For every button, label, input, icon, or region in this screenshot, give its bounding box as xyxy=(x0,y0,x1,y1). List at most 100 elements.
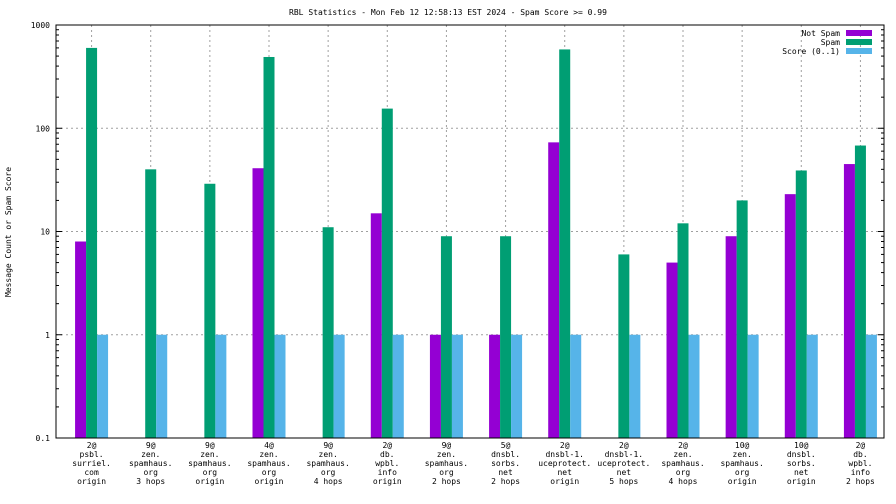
x-tick-label: spamhaus. xyxy=(425,459,468,468)
x-tick-label: net xyxy=(498,468,513,477)
x-tick-label: db. xyxy=(380,450,394,459)
x-tick-label: info xyxy=(851,468,870,477)
y-tick-label: 10 xyxy=(40,228,50,237)
bar-score- xyxy=(274,334,286,438)
x-tick-label: origin xyxy=(550,477,579,486)
x-tick-label: spamhaus. xyxy=(188,459,231,468)
y-tick-label: 0.1 xyxy=(36,434,51,443)
x-tick-label: org xyxy=(321,468,336,477)
x-tick-label: info xyxy=(378,468,397,477)
chart-title: RBL Statistics - Mon Feb 12 12:58:13 EST… xyxy=(289,8,607,17)
x-tick-label: uceprotect. xyxy=(538,459,591,468)
bar-not-spam xyxy=(843,164,855,439)
bar-spam xyxy=(500,236,512,438)
x-tick-label: origin xyxy=(787,477,816,486)
bar-score- xyxy=(629,334,641,438)
x-tick-label: 2 hops xyxy=(491,477,520,486)
legend-swatch xyxy=(846,39,872,45)
x-tick-label: spamhaus. xyxy=(661,459,704,468)
x-tick-label: sorbs. xyxy=(491,459,520,468)
x-tick-label: com xyxy=(84,468,99,477)
x-tick-label: 2 hops xyxy=(846,477,875,486)
x-tick-label: 10@ xyxy=(794,441,809,450)
x-tick-label: origin xyxy=(255,477,284,486)
x-tick-label: 2@ xyxy=(560,441,570,450)
x-tick-label: 4@ xyxy=(264,441,274,450)
legend-label: Spam xyxy=(821,38,840,47)
bar-spam xyxy=(559,49,571,439)
x-tick-label: wpbl. xyxy=(375,459,399,468)
x-tick-label: zen. xyxy=(200,450,219,459)
bar-not-spam xyxy=(370,213,382,438)
x-tick-label: org xyxy=(262,468,277,477)
x-tick-label: 9@ xyxy=(146,441,156,450)
axes: 0.111010010002@psbl.surriel.comorigin9@z… xyxy=(31,21,885,486)
bar-spam xyxy=(440,236,452,438)
x-tick-label: 9@ xyxy=(205,441,215,450)
x-tick-label: 2 hops xyxy=(432,477,461,486)
x-tick-label: dnsbl-1. xyxy=(545,450,584,459)
legend-label: Not Spam xyxy=(801,29,840,38)
bars xyxy=(75,47,877,439)
bar-spam xyxy=(86,47,98,438)
bar-score- xyxy=(806,334,818,438)
bar-score- xyxy=(392,334,404,438)
bar-score- xyxy=(747,334,759,438)
x-tick-label: org xyxy=(143,468,158,477)
bar-score- xyxy=(511,334,523,438)
y-tick-label: 1000 xyxy=(31,21,50,30)
x-tick-label: spamhaus. xyxy=(247,459,290,468)
x-tick-label: org xyxy=(203,468,218,477)
y-axis-label: Message Count or Spam Score xyxy=(4,167,13,297)
bar-spam xyxy=(618,254,630,438)
x-tick-label: db. xyxy=(853,450,867,459)
bar-not-spam xyxy=(784,194,796,438)
x-tick-label: sorbs. xyxy=(787,459,816,468)
x-tick-label: 2@ xyxy=(619,441,629,450)
bar-spam xyxy=(322,227,334,438)
legend-swatch xyxy=(846,48,872,54)
bar-spam xyxy=(677,223,689,438)
bar-not-spam xyxy=(75,241,87,438)
bar-not-spam xyxy=(548,142,560,438)
bar-score- xyxy=(97,334,109,438)
x-tick-label: 2@ xyxy=(382,441,392,450)
bar-score- xyxy=(570,334,582,438)
x-tick-label: 9@ xyxy=(323,441,333,450)
x-tick-label: 4 hops xyxy=(314,477,343,486)
x-tick-label: dnsbl. xyxy=(787,450,816,459)
y-tick-label: 100 xyxy=(36,124,51,133)
x-tick-label: 10@ xyxy=(735,441,750,450)
x-tick-label: uceprotect. xyxy=(597,459,650,468)
x-tick-label: 3 hops xyxy=(136,477,165,486)
x-tick-label: origin xyxy=(77,477,106,486)
x-tick-label: org xyxy=(735,468,750,477)
x-tick-label: dnsbl. xyxy=(491,450,520,459)
x-tick-label: zen. xyxy=(437,450,456,459)
legend-label: Score (0..1) xyxy=(782,47,840,56)
bar-spam xyxy=(795,170,807,438)
x-tick-label: 4 hops xyxy=(669,477,698,486)
grid xyxy=(56,25,884,438)
bar-score- xyxy=(215,334,227,438)
x-tick-label: dnsbl-1. xyxy=(605,450,644,459)
bar-not-spam xyxy=(252,168,264,438)
bar-spam xyxy=(381,108,393,438)
x-tick-label: spamhaus. xyxy=(720,459,763,468)
x-tick-label: origin xyxy=(728,477,757,486)
bar-score- xyxy=(333,334,345,438)
x-tick-label: wpbl. xyxy=(848,459,872,468)
x-tick-label: net xyxy=(557,468,572,477)
x-tick-label: 2@ xyxy=(87,441,97,450)
x-tick-label: 5 hops xyxy=(609,477,638,486)
x-tick-label: zen. xyxy=(319,450,338,459)
bar-spam xyxy=(854,145,866,438)
bar-spam xyxy=(263,56,275,439)
x-tick-label: 2@ xyxy=(678,441,688,450)
bar-spam xyxy=(204,183,216,438)
legend-swatch xyxy=(846,30,872,36)
y-tick-label: 1 xyxy=(45,331,50,340)
x-tick-label: surriel. xyxy=(72,459,111,468)
